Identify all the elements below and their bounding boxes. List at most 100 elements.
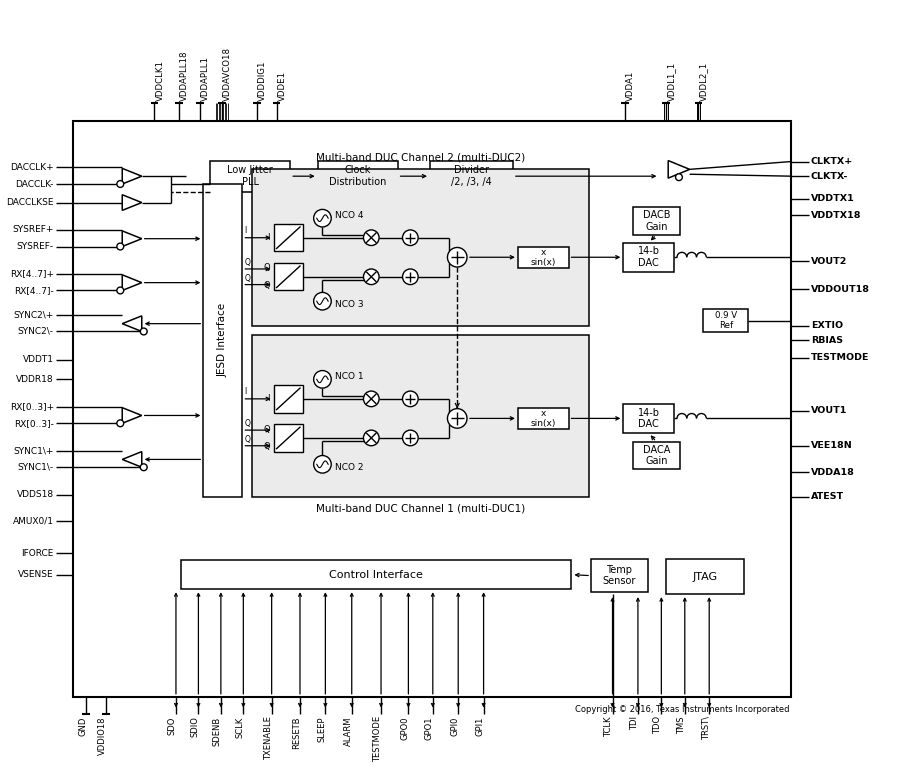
Text: SYSREF-: SYSREF-: [17, 242, 54, 251]
Text: TXENABLE: TXENABLE: [263, 716, 272, 760]
Text: Control Interface: Control Interface: [329, 569, 423, 580]
Text: RX[4..7]+: RX[4..7]+: [10, 269, 54, 278]
Text: x
sin(x): x sin(x): [529, 248, 556, 267]
Text: VDDA1: VDDA1: [625, 70, 634, 101]
Circle shape: [447, 248, 466, 267]
Text: Low Jitter
PLL: Low Jitter PLL: [227, 166, 272, 187]
Bar: [429, 161, 512, 192]
Text: RESETB: RESETB: [291, 716, 300, 749]
Bar: [73, 120, 790, 697]
Text: IFORCE: IFORCE: [22, 549, 54, 558]
Bar: [273, 263, 302, 291]
Text: CLKTX-: CLKTX-: [810, 172, 847, 180]
Bar: [273, 385, 302, 412]
Text: Q: Q: [262, 281, 270, 290]
Text: Q: Q: [262, 442, 270, 451]
Polygon shape: [122, 316, 142, 331]
Text: I: I: [244, 387, 246, 396]
Bar: [622, 404, 673, 433]
Text: VDDCLK1: VDDCLK1: [155, 60, 164, 101]
Text: VDDIO18: VDDIO18: [97, 716, 106, 754]
Text: GND: GND: [78, 716, 87, 736]
Text: ATEST: ATEST: [810, 492, 843, 501]
Circle shape: [402, 430, 418, 446]
Text: DACA
Gain: DACA Gain: [642, 444, 669, 466]
Circle shape: [402, 269, 418, 284]
Text: VDDAVCO18: VDDAVCO18: [223, 47, 232, 101]
Text: DACB
Gain: DACB Gain: [642, 210, 669, 232]
Text: VDDAPLL18: VDDAPLL18: [179, 51, 189, 101]
Text: VOUT1: VOUT1: [810, 406, 846, 415]
Text: SYNC1\-: SYNC1\-: [18, 462, 54, 472]
Text: VSENSE: VSENSE: [18, 570, 54, 580]
Text: AMUX0/1: AMUX0/1: [13, 516, 54, 526]
Polygon shape: [122, 275, 142, 291]
Text: SDIO: SDIO: [190, 716, 199, 737]
Text: TESTMODE: TESTMODE: [810, 353, 869, 362]
Circle shape: [447, 408, 466, 428]
Circle shape: [116, 180, 124, 187]
Text: 14-b
DAC: 14-b DAC: [637, 408, 659, 430]
Text: I: I: [267, 394, 270, 403]
Text: GPI1: GPI1: [475, 716, 484, 736]
Text: VDDTX18: VDDTX18: [810, 211, 861, 219]
Text: VDDAPLL1: VDDAPLL1: [201, 56, 210, 101]
Bar: [273, 224, 302, 251]
Text: SYSREF+: SYSREF+: [13, 226, 54, 234]
Text: VOUT2: VOUT2: [810, 257, 846, 266]
Circle shape: [402, 230, 418, 245]
Text: Q: Q: [262, 263, 270, 273]
Polygon shape: [122, 169, 142, 184]
Text: ALARM: ALARM: [344, 716, 353, 746]
Text: SDENB: SDENB: [213, 716, 222, 746]
Text: NCO 3: NCO 3: [335, 300, 364, 308]
Text: RBIAS: RBIAS: [810, 336, 842, 344]
Text: SYNC2\-: SYNC2\-: [18, 327, 54, 336]
Bar: [632, 442, 679, 469]
Text: DACCLK+: DACCLK+: [10, 163, 54, 172]
Text: GPO1: GPO1: [424, 716, 433, 740]
Text: Copyright © 2016, Texas Instruments Incorporated: Copyright © 2016, Texas Instruments Inco…: [575, 704, 788, 714]
Bar: [273, 424, 302, 451]
Bar: [252, 169, 588, 326]
Text: VDDT1: VDDT1: [23, 355, 54, 364]
Bar: [666, 559, 743, 594]
Text: Q: Q: [244, 419, 250, 428]
Text: RX[0..3]-: RX[0..3]-: [14, 419, 54, 428]
Bar: [591, 559, 647, 592]
Text: TESTMODE: TESTMODE: [373, 716, 382, 762]
Text: VDDE1: VDDE1: [277, 71, 286, 101]
Circle shape: [313, 455, 331, 473]
Polygon shape: [667, 161, 689, 178]
Text: NCO 1: NCO 1: [335, 372, 364, 381]
Text: VDDR18: VDDR18: [16, 375, 54, 383]
Text: VDDA18: VDDA18: [810, 468, 853, 476]
Bar: [318, 161, 397, 192]
Bar: [203, 184, 242, 497]
Text: VEE18N: VEE18N: [810, 441, 851, 451]
Circle shape: [140, 464, 147, 471]
Text: RX[0..3]+: RX[0..3]+: [10, 402, 54, 411]
Polygon shape: [122, 408, 142, 423]
Text: CLKTX+: CLKTX+: [810, 157, 852, 166]
Text: Q: Q: [262, 425, 270, 433]
Circle shape: [364, 269, 379, 284]
Bar: [517, 247, 568, 268]
Circle shape: [313, 292, 331, 310]
Text: NCO 4: NCO 4: [335, 211, 364, 219]
Circle shape: [116, 287, 124, 294]
Text: Q: Q: [244, 435, 250, 444]
Text: SLEEP: SLEEP: [317, 716, 326, 742]
Text: TRST\: TRST\: [701, 716, 709, 740]
Bar: [632, 208, 679, 235]
Text: SDO: SDO: [168, 716, 177, 735]
Text: Divider
/2, /3, /4: Divider /2, /3, /4: [450, 166, 492, 187]
Text: VDDS18: VDDS18: [17, 490, 54, 499]
Text: RX[4..7]-: RX[4..7]-: [14, 286, 54, 295]
Circle shape: [675, 173, 682, 180]
Text: Multi-band DUC Channel 2 (multi-DUC2): Multi-band DUC Channel 2 (multi-DUC2): [316, 152, 525, 162]
Text: VDDOUT18: VDDOUT18: [810, 285, 869, 294]
Circle shape: [116, 243, 124, 250]
Bar: [210, 161, 290, 192]
Text: Multi-band DUC Channel 1 (multi-DUC1): Multi-band DUC Channel 1 (multi-DUC1): [316, 504, 525, 513]
